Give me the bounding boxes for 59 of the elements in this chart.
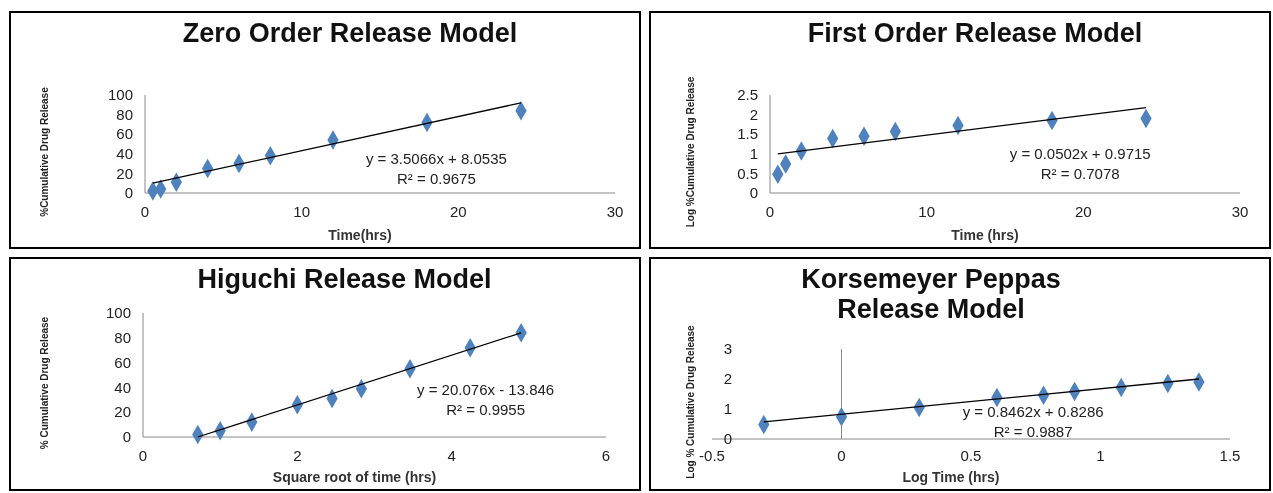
x-tick-label: 30: [606, 203, 624, 220]
y-tick-label: 2.5: [737, 86, 758, 104]
x-tick-label: 4: [447, 447, 456, 464]
x-tick-label: 0: [765, 203, 775, 220]
x-tick-label: 1.5: [1219, 447, 1241, 464]
y-tick-label: 1: [723, 400, 732, 418]
y-axis-title: Log %Cumulative Drug Release: [685, 76, 696, 228]
annotation: y = 0.0502x + 0.9715: [1009, 144, 1151, 162]
y-tick-label: 1: [749, 145, 758, 163]
annotation: R² = 0.9887: [993, 423, 1073, 441]
y-tick-label: 1.5: [737, 125, 758, 143]
annotation: R² = 0.9955: [446, 400, 526, 418]
x-tick-label: 20: [1074, 203, 1092, 220]
y-tick-label: 2: [749, 105, 758, 123]
y-axis-title: % Cumulative Drug Release: [39, 316, 50, 450]
y-tick-label: 40: [116, 145, 133, 163]
x-tick-label: 6: [601, 447, 611, 464]
annotation: y = 0.8462x + 0.8286: [962, 403, 1104, 421]
x-tick-label: -0.5: [699, 447, 725, 464]
x-tick-label: 0: [138, 447, 148, 464]
y-tick-label: 20: [116, 164, 133, 182]
x-axis-title: Log Time (hrs): [902, 469, 1000, 485]
annotation: y = 20.076x - 13.846: [417, 380, 555, 398]
x-tick-label: 2: [293, 447, 302, 464]
y-tick-label: 3: [723, 340, 732, 358]
y-tick-label: 40: [114, 378, 131, 396]
x-tick-label: 0.5: [960, 447, 982, 464]
y-tick-label: 0: [122, 428, 131, 446]
y-tick-label: 0: [723, 430, 732, 448]
y-tick-label: 60: [116, 125, 133, 143]
x-tick-label: 0: [140, 203, 150, 220]
chart-title: First Order Release Model: [807, 18, 1143, 48]
y-tick-label: 60: [114, 353, 131, 371]
y-tick-label: 0: [124, 184, 133, 202]
y-tick-label: 0: [749, 184, 758, 202]
chart-title: Korsemeyer Peppas Release Model: [801, 264, 1061, 324]
x-tick-label: 10: [918, 203, 936, 220]
y-tick-label: 100: [107, 86, 133, 104]
x-tick-label: 30: [1231, 203, 1249, 220]
x-tick-label: 1: [1096, 447, 1105, 464]
y-tick-label: 0.5: [737, 164, 758, 182]
x-axis-title: Square root of time (hrs): [272, 469, 437, 485]
annotation: R² = 0.7078: [1040, 164, 1120, 182]
x-tick-label: 10: [293, 203, 311, 220]
x-tick-label: 0: [837, 447, 846, 464]
x-axis-title: Time (hrs): [951, 227, 1019, 243]
x-axis-title: Time(hrs): [328, 227, 392, 243]
y-tick-label: 20: [114, 403, 131, 421]
annotation: R² = 0.9675: [396, 169, 476, 187]
x-tick-label: 20: [449, 203, 467, 220]
y-tick-label: 100: [105, 304, 131, 322]
y-axis-title: %Cumulative Drug Release: [39, 86, 50, 217]
y-tick-label: 80: [114, 329, 131, 347]
y-tick-label: 80: [116, 105, 133, 123]
y-axis-title: Log % Cumulative Drug Release: [685, 324, 696, 479]
chart-title: Zero Order Release Model: [182, 18, 518, 48]
y-tick-label: 2: [723, 370, 732, 388]
annotation: y = 3.5066x + 8.0535: [365, 149, 507, 167]
chart-title: Higuchi Release Model: [197, 264, 492, 294]
